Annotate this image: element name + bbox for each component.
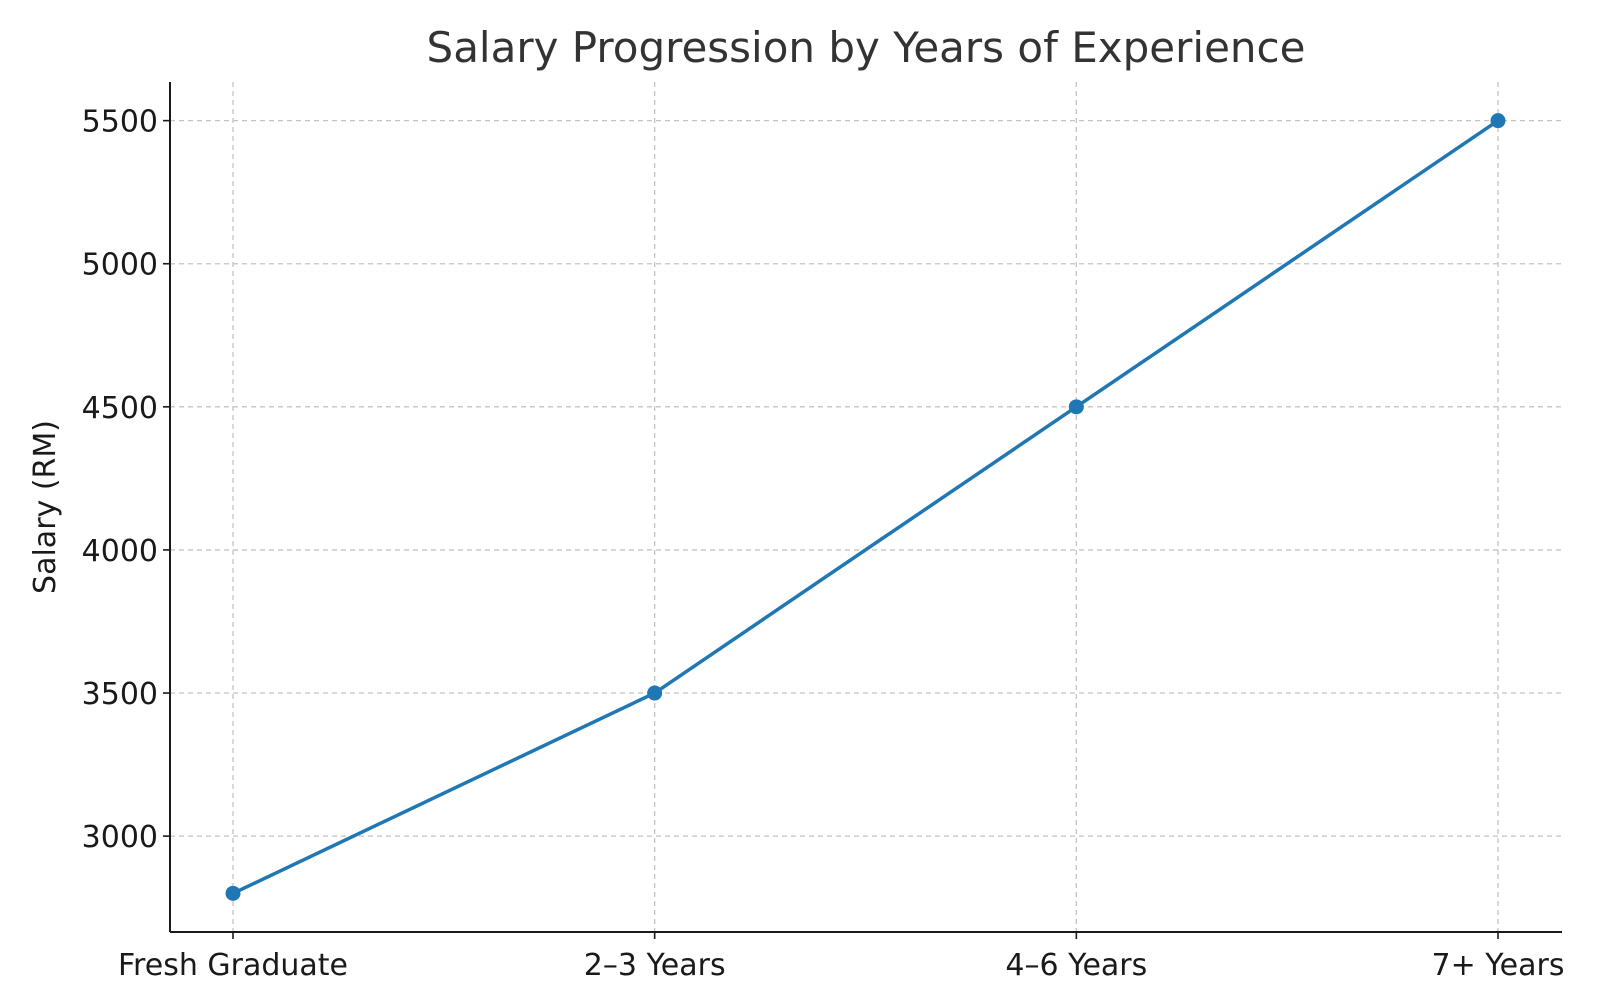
y-tick-label: 5500 <box>82 105 158 140</box>
chart-title: Salary Progression by Years of Experienc… <box>427 23 1306 72</box>
data-point-marker <box>647 685 663 701</box>
axes <box>169 82 1562 933</box>
y-axis-label: Salary (RM) <box>28 420 63 594</box>
y-tick-label: 4000 <box>82 534 158 569</box>
data-point-marker <box>225 885 241 901</box>
x-tick-label: Fresh Graduate <box>118 948 348 983</box>
y-tick-label: 3000 <box>82 820 158 855</box>
series-line <box>231 118 1500 896</box>
x-tick-label: 4–6 Years <box>1005 948 1147 983</box>
series <box>225 113 1506 901</box>
data-point-marker <box>1068 399 1084 415</box>
y-tick-label: 4500 <box>82 391 158 426</box>
y-tick-label: 3500 <box>82 677 158 712</box>
data-point-marker <box>1490 113 1506 129</box>
y-tick-label: 5000 <box>82 248 158 283</box>
x-tick-label: 2–3 Years <box>584 948 726 983</box>
x-tick-label: 7+ Years <box>1432 948 1565 983</box>
tick-labels: 3000 3500 4000 4500 5000 5500 Fresh Graduate 2–… <box>82 105 1565 983</box>
grid <box>170 82 1562 932</box>
